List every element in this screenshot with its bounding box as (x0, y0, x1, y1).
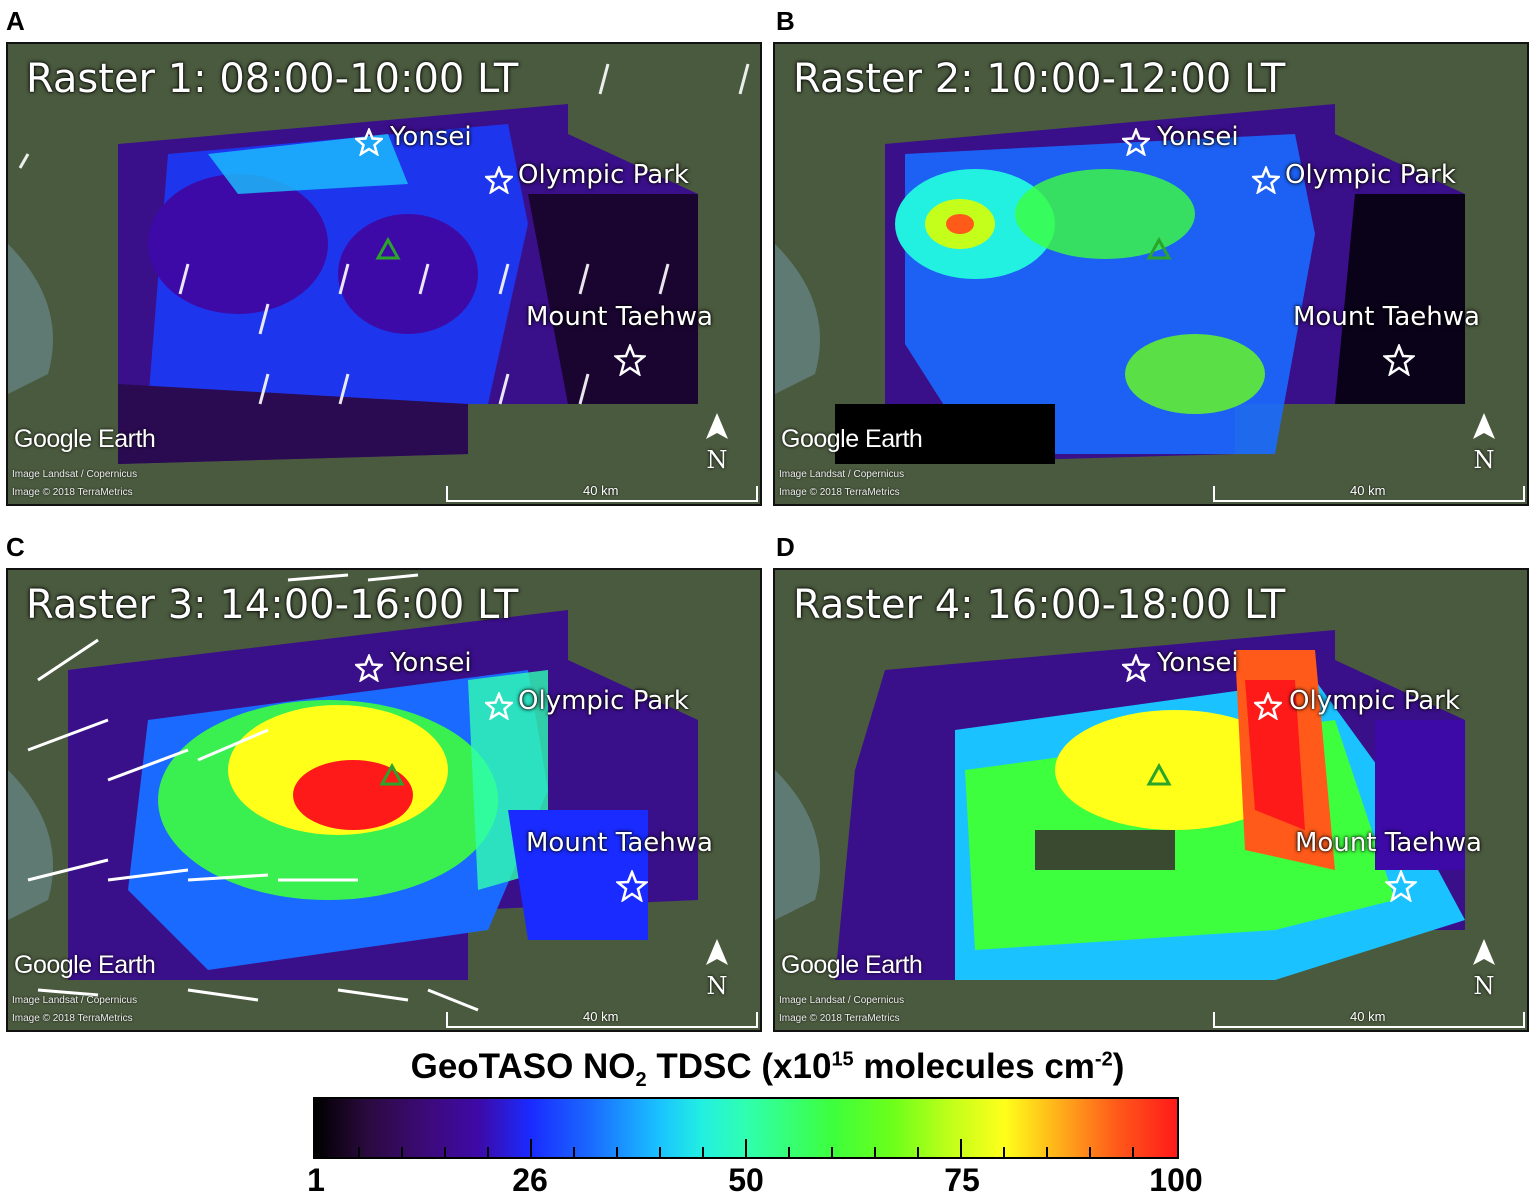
colorbar-tick (1003, 1147, 1005, 1157)
panel-letter-a: A (6, 6, 25, 36)
site-label-mount-taehwa: Mount Taehwa (526, 302, 713, 332)
scale-bar (1213, 1012, 1525, 1028)
colorbar-label: 26 (512, 1162, 548, 1198)
colorbar-tick (530, 1139, 532, 1157)
star-icon (485, 692, 513, 720)
site-label-mount-taehwa: Mount Taehwa (1295, 828, 1482, 858)
star-icon (616, 870, 648, 902)
panel-title: Raster 4: 16:00-18:00 LT (793, 582, 1286, 628)
star-icon (1122, 128, 1150, 156)
colorbar-tick (401, 1147, 403, 1157)
site-label-mount-taehwa: Mount Taehwa (1293, 302, 1480, 332)
scale-label: 40 km (583, 1009, 619, 1024)
panel-letter-b: B (776, 6, 795, 36)
north-label: N (1473, 972, 1495, 1000)
site-label-yonsei: Yonsei (1157, 648, 1239, 678)
north-arrow-icon: N (702, 413, 732, 474)
colorbar-tick (1132, 1147, 1134, 1157)
site-label-olympic-park: Olympic Park (518, 686, 689, 716)
no2-heatmap-a (8, 44, 760, 504)
site-label-yonsei: Yonsei (1157, 122, 1239, 152)
colorbar-tick (487, 1147, 489, 1157)
scale-label: 40 km (1350, 483, 1386, 498)
image-credit: Image © 2018 TerraMetrics (779, 1013, 900, 1024)
colorbar-tick (659, 1147, 661, 1157)
scale-bar (446, 1012, 758, 1028)
site-label-yonsei: Yonsei (390, 648, 472, 678)
image-credit: Image © 2018 TerraMetrics (779, 487, 900, 498)
site-label-olympic-park: Olympic Park (1289, 686, 1460, 716)
image-credit: Image Landsat / Copernicus (12, 469, 138, 480)
map-panel-c: Raster 3: 14:00-16:00 LT Yonsei Olympic … (6, 568, 762, 1032)
panel-letter-d: D (776, 532, 795, 562)
image-credit: Image © 2018 TerraMetrics (12, 487, 133, 498)
colorbar (313, 1097, 1179, 1159)
google-earth-logo: Google Earth (781, 425, 923, 453)
panel-title: Raster 2: 10:00-12:00 LT (793, 56, 1286, 102)
colorbar-tick (917, 1147, 919, 1157)
north-label: N (706, 972, 728, 1000)
colorbar-tick (573, 1147, 575, 1157)
scale-bar (446, 486, 758, 502)
colorbar-tick (745, 1139, 747, 1157)
no2-heatmap-d (775, 570, 1527, 1030)
colorbar-label: 100 (1149, 1162, 1203, 1198)
image-credit: Image Landsat / Copernicus (779, 469, 905, 480)
colorbar-tick (444, 1147, 446, 1157)
star-icon (1252, 166, 1280, 194)
site-label-mount-taehwa: Mount Taehwa (526, 828, 713, 858)
scale-label: 40 km (1350, 1009, 1386, 1024)
star-icon (1122, 654, 1150, 682)
colorbar-tick (874, 1147, 876, 1157)
no2-heatmap-b (775, 44, 1527, 504)
panel-letter-c: C (6, 532, 25, 562)
map-panel-a: Raster 1: 08:00-10:00 LT Yonsei Olympic … (6, 42, 762, 506)
colorbar-title: GeoTASO NO2 TDSC (x1015 molecules cm-2) (410, 1047, 1125, 1091)
star-icon (485, 166, 513, 194)
north-arrow-icon: N (1469, 413, 1499, 474)
google-earth-logo: Google Earth (781, 951, 923, 979)
panel-title: Raster 1: 08:00-10:00 LT (26, 56, 519, 102)
colorbar-tick (831, 1147, 833, 1157)
north-label: N (706, 446, 728, 474)
map-panel-b: Raster 2: 10:00-12:00 LT Yonsei Olympic … (773, 42, 1529, 506)
colorbar-tick (960, 1139, 962, 1157)
google-earth-logo: Google Earth (14, 425, 156, 453)
colorbar-label: 1 (307, 1162, 325, 1198)
scale-label: 40 km (583, 483, 619, 498)
google-earth-logo: Google Earth (14, 951, 156, 979)
colorbar-label: 75 (944, 1162, 980, 1198)
site-label-yonsei: Yonsei (390, 122, 472, 152)
site-label-olympic-park: Olympic Park (1285, 160, 1456, 190)
map-panel-d: Raster 4: 16:00-18:00 LT Yonsei Olympic … (773, 568, 1529, 1032)
north-label: N (1473, 446, 1495, 474)
colorbar-tick (616, 1147, 618, 1157)
star-icon (355, 128, 383, 156)
star-icon (1385, 870, 1417, 902)
colorbar-tick (358, 1147, 360, 1157)
scale-bar (1213, 486, 1525, 502)
panel-title: Raster 3: 14:00-16:00 LT (26, 582, 519, 628)
colorbar-tick (1046, 1147, 1048, 1157)
star-icon (614, 344, 646, 376)
north-arrow-icon: N (702, 939, 732, 1000)
colorbar-tick (788, 1147, 790, 1157)
site-label-olympic-park: Olympic Park (518, 160, 689, 190)
star-icon (1254, 692, 1282, 720)
image-credit: Image © 2018 TerraMetrics (12, 1013, 133, 1024)
star-icon (355, 654, 383, 682)
image-credit: Image Landsat / Copernicus (779, 995, 905, 1006)
north-arrow-icon: N (1469, 939, 1499, 1000)
image-credit: Image Landsat / Copernicus (12, 995, 138, 1006)
no2-heatmap-c (8, 570, 760, 1030)
colorbar-tick (702, 1147, 704, 1157)
colorbar-tick (1089, 1147, 1091, 1157)
colorbar-label: 50 (728, 1162, 764, 1198)
star-icon (1383, 344, 1415, 376)
